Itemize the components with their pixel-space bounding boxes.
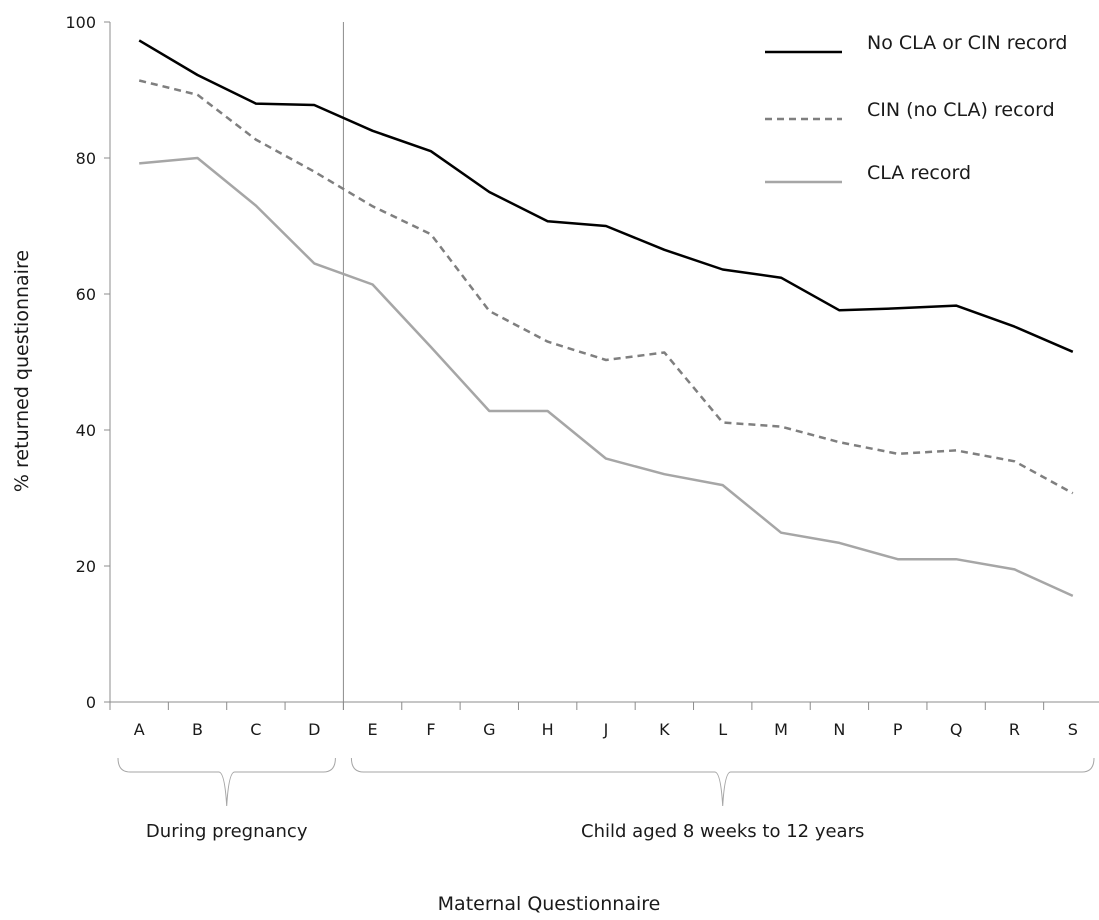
x-axis-title: Maternal Questionnaire xyxy=(438,893,661,915)
series-line-1 xyxy=(138,39,1074,353)
group-label-1: During pregnancy xyxy=(146,821,308,842)
y-tick-label: 40 xyxy=(76,421,96,440)
x-tick-label: D xyxy=(308,720,320,739)
x-tick-label: R xyxy=(1009,720,1020,739)
x-tick-label: A xyxy=(134,720,145,739)
x-tick-label: H xyxy=(542,720,554,739)
group-brackets-layer: During pregnancy Child aged 8 weeks to 12… xyxy=(117,757,1095,842)
x-tick-label: K xyxy=(659,720,670,739)
y-tick-label: 80 xyxy=(76,149,96,168)
y-tick-label: 20 xyxy=(76,557,96,576)
legend-label-1: No CLA or CIN record xyxy=(867,32,1068,54)
y-tick-label: 0 xyxy=(86,693,96,712)
x-tick-label: B xyxy=(192,720,203,739)
x-tick-label: Q xyxy=(950,720,963,739)
x-tick-label: C xyxy=(250,720,261,739)
legend-label-3: CLA record xyxy=(867,162,971,184)
x-tick-label: P xyxy=(893,720,903,739)
legend: No CLA or CIN record CIN (no CLA) record C… xyxy=(765,32,1068,184)
y-axis-title: % returned questionnaire xyxy=(11,250,33,492)
legend-label-2: CIN (no CLA) record xyxy=(867,99,1055,121)
group-label-2: Child aged 8 weeks to 12 years xyxy=(581,821,864,842)
group-bracket-1 xyxy=(117,757,336,807)
x-tick-label: G xyxy=(483,720,495,739)
group-bracket-2 xyxy=(350,757,1095,807)
y-tick-label: 100 xyxy=(65,13,96,32)
x-tick-label: S xyxy=(1068,720,1078,739)
x-tick-label: F xyxy=(426,720,435,739)
series-layer xyxy=(138,39,1074,598)
series-line-2 xyxy=(138,79,1074,495)
series-line-3 xyxy=(139,156,1074,598)
x-tick-label: N xyxy=(833,720,845,739)
x-tick-label: M xyxy=(774,720,788,739)
x-tick-label: J xyxy=(603,720,609,739)
axes-layer: 0 20 40 60 80 100 A B C D E F G H J K L M N P Q R S xyxy=(65,13,1099,739)
x-tick-label: E xyxy=(368,720,378,739)
x-tick-label: L xyxy=(718,720,727,739)
y-tick-label: 60 xyxy=(76,285,96,304)
